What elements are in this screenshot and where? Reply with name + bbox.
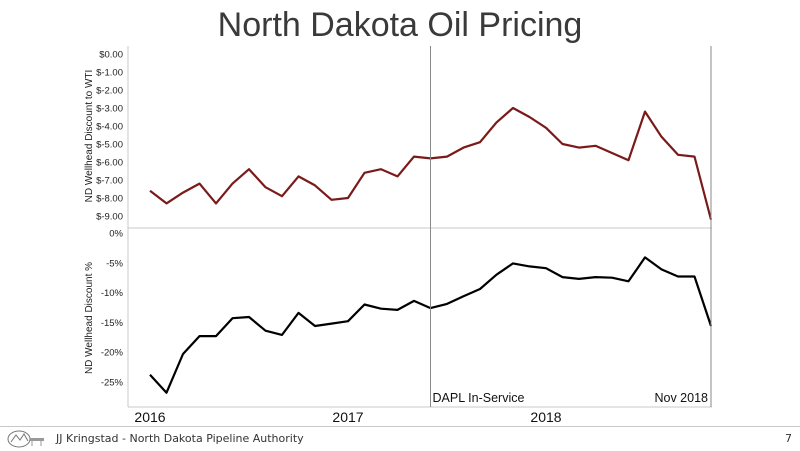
x-year-label: 2016: [134, 409, 165, 425]
top-y-tick-label: $-1.00: [96, 68, 123, 79]
bottom-y-tick-labels: 0% -5% -10% -15% -20% -25%: [101, 229, 124, 389]
top-chart-panel: $0.00 $-1.00 $-2.00 $-3.00 $-4.00 $-5.00 $-6.0…: [84, 46, 713, 228]
bottom-y-tick-label: -25%: [101, 378, 124, 389]
bottom-y-tick-label: -5%: [106, 258, 123, 269]
top-y-tick-label: $-9.00: [96, 212, 123, 223]
chart: $0.00 $-1.00 $-2.00 $-3.00 $-4.00 $-5.00 $-6.0…: [84, 46, 713, 425]
top-y-tick-label: $-3.00: [96, 104, 123, 115]
bottom-y-tick-label: -20%: [101, 348, 124, 359]
top-y-tick-labels: $0.00 $-1.00 $-2.00 $-3.00 $-4.00 $-5.00 $-6.0…: [96, 50, 123, 223]
bottom-y-axis-label: ND Wellhead Discount %: [84, 262, 95, 374]
top-y-tick-label: $-5.00: [96, 140, 123, 151]
event-marker-label: Nov 2018: [654, 391, 708, 405]
x-year-label: 2018: [530, 409, 561, 425]
top-y-tick-label: $0.00: [99, 50, 123, 61]
footer-text: JJ Kringstad - North Dakota Pipeline Aut…: [56, 432, 304, 445]
bottom-chart-panel: 0% -5% -10% -15% -20% -25% ND Wellhead Discou…: [84, 228, 713, 408]
footer: JJ Kringstad - North Dakota Pipeline Aut…: [0, 426, 800, 451]
top-y-tick-label: $-2.00: [96, 86, 123, 97]
pipeline-authority-logo-icon: [7, 430, 44, 448]
bottom-y-tick-label: -10%: [101, 288, 124, 299]
page-number: 7: [785, 432, 792, 445]
top-y-tick-label: $-7.00: [96, 176, 123, 187]
x-axis-year-labels: 2016 2017 2018: [134, 409, 561, 425]
top-y-tick-label: $-6.00: [96, 158, 123, 169]
x-year-label: 2017: [332, 409, 363, 425]
top-y-tick-label: $-4.00: [96, 122, 123, 133]
event-marker-label: DAPL In-Service: [433, 391, 525, 405]
bottom-y-tick-label: -15%: [101, 318, 124, 329]
slide-title: North Dakota Oil Pricing: [217, 6, 583, 44]
bottom-y-tick-label: 0%: [109, 229, 123, 240]
event-markers: DAPL In-Service Nov 2018: [430, 46, 712, 407]
top-y-axis-label: ND Wellhead Discount to WTI: [84, 70, 95, 203]
top-y-tick-label: $-8.00: [96, 194, 123, 205]
